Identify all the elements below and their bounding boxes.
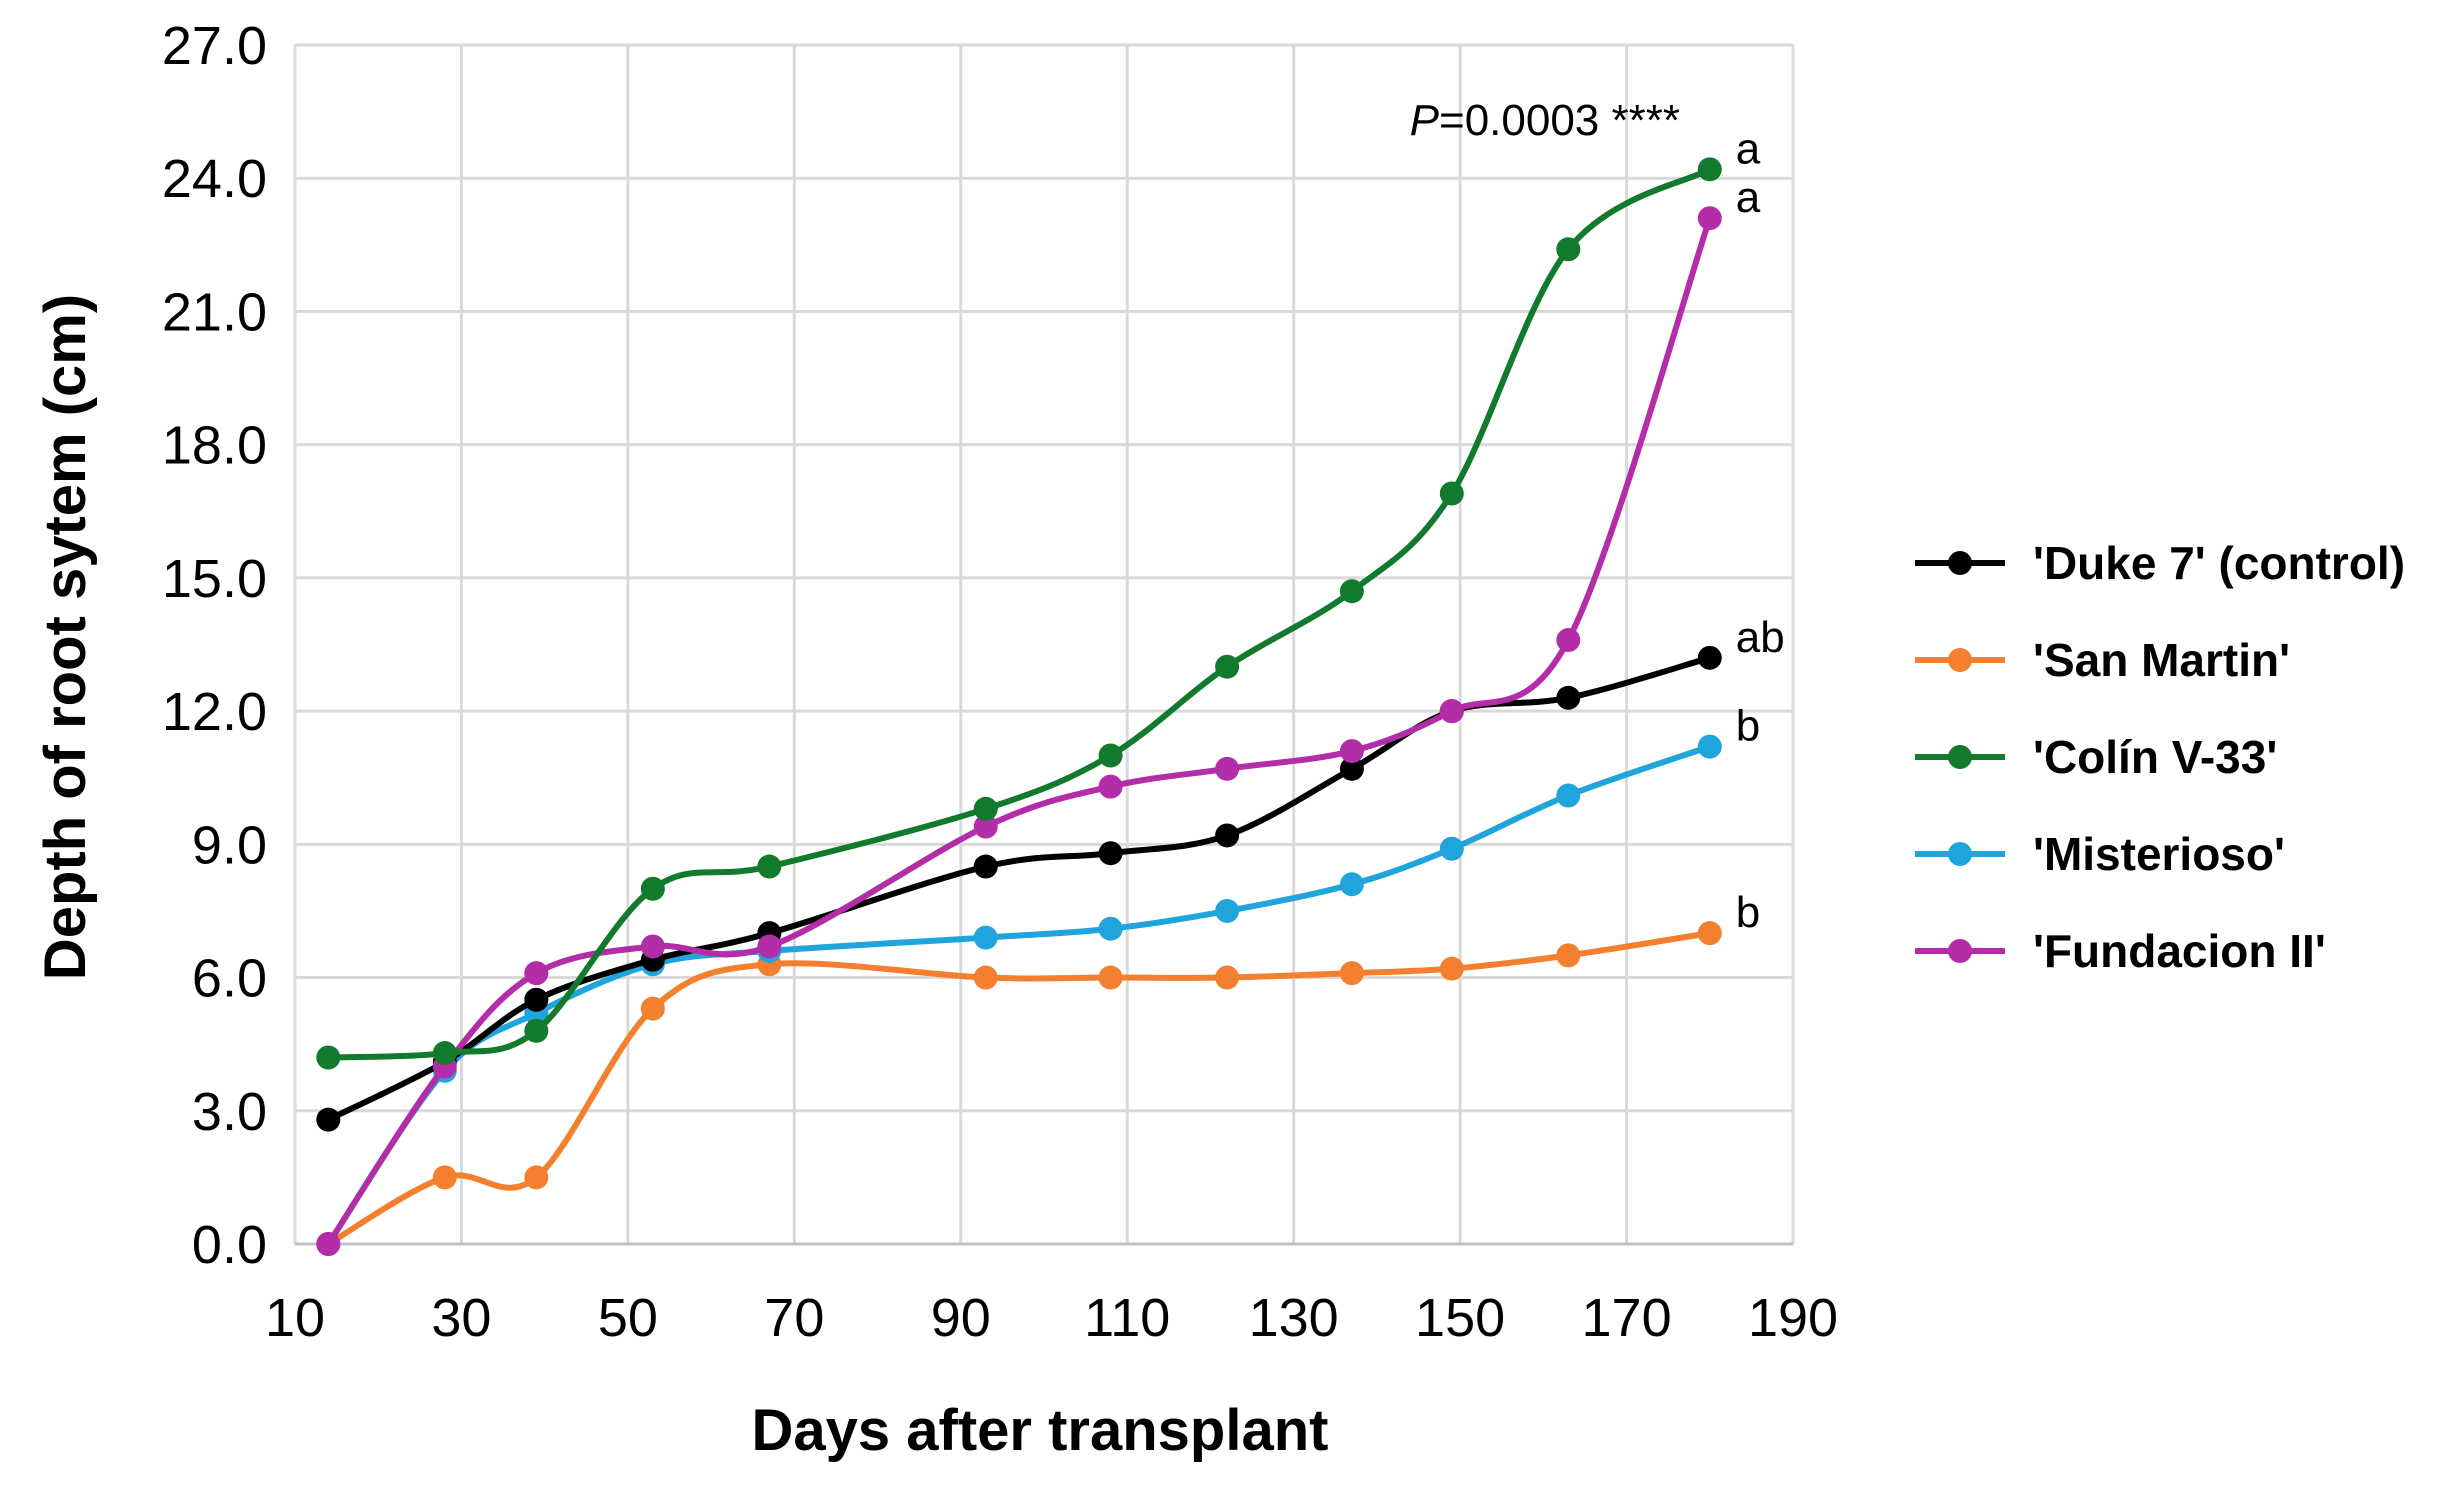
legend-label: 'Duke 7' (control): [2033, 537, 2405, 589]
series-line: [326, 654, 1711, 1123]
data-point: [316, 1107, 341, 1132]
data-point: [1556, 685, 1581, 710]
y-axis-title: Depth of root sytem (cm): [33, 294, 98, 980]
x-tick-label: 70: [764, 1288, 824, 1348]
legend-marker: [1948, 551, 1972, 575]
data-point: [1556, 628, 1581, 653]
legend-marker: [1948, 745, 1972, 769]
data-point: [1215, 756, 1240, 781]
data-point: [1215, 898, 1240, 923]
legend-label: 'Colín V-33': [2033, 731, 2277, 783]
series-line: [325, 743, 1711, 1246]
legend-marker: [1948, 842, 1972, 866]
data-point: [524, 961, 549, 986]
data-point: [1439, 956, 1464, 981]
data-point: [432, 1041, 457, 1066]
x-tick-label: 190: [1748, 1288, 1838, 1348]
data-point: [640, 934, 665, 959]
data-point: [1697, 157, 1722, 182]
y-tick-label: 3.0: [192, 1082, 267, 1142]
y-tick-label: 18.0: [162, 416, 267, 476]
x-tick-label: 130: [1249, 1288, 1339, 1348]
series-group: [316, 157, 1722, 1256]
data-point: [1697, 734, 1722, 759]
x-tick-label: 110: [1084, 1288, 1170, 1348]
data-point: [1098, 965, 1123, 990]
y-tick-label: 24.0: [162, 149, 267, 209]
y-tick-label: 21.0: [162, 282, 267, 342]
significance-letter: b: [1736, 888, 1760, 937]
data-point: [1215, 965, 1240, 990]
data-point: [973, 854, 998, 879]
data-point: [1556, 943, 1581, 968]
significance-letter: ab: [1736, 613, 1785, 662]
legend: 'Duke 7' (control) 'San Martin' 'Colín V-3…: [1915, 537, 2405, 977]
data-point: [524, 987, 549, 1012]
data-point: [973, 814, 998, 839]
x-tick-label: 50: [598, 1288, 658, 1348]
data-point: [757, 854, 782, 879]
data-point: [1556, 783, 1581, 808]
data-point: [973, 925, 998, 950]
data-point: [1439, 836, 1464, 861]
p-value-annotation: P=0.0003 ****: [1410, 96, 1680, 145]
data-point: [1339, 756, 1364, 781]
data-point: [1439, 481, 1464, 506]
data-point: [1215, 654, 1240, 679]
x-tick-label: 30: [431, 1288, 491, 1348]
y-tick-label: 27.0: [162, 16, 267, 76]
data-point: [1098, 916, 1123, 941]
significance-letter: b: [1736, 702, 1760, 751]
legend-label: 'San Martin': [2033, 634, 2290, 686]
data-point: [524, 1165, 549, 1190]
y-tick-label: 0.0: [192, 1215, 267, 1275]
data-point: [316, 1045, 341, 1070]
series-line: [325, 217, 1713, 1246]
data-point: [1215, 823, 1240, 848]
data-point: [1339, 961, 1364, 986]
y-tick-label: 12.0: [162, 682, 267, 742]
legend-marker: [1948, 939, 1972, 963]
data-point: [1098, 774, 1123, 799]
y-tick-label: 6.0: [192, 949, 267, 1009]
x-tick-label: 170: [1582, 1288, 1672, 1348]
p-rest: =0.0003 ****: [1439, 96, 1680, 145]
data-point: [973, 796, 998, 821]
data-point: [1697, 206, 1722, 231]
y-tick-label: 9.0: [192, 815, 267, 875]
data-point: [640, 876, 665, 901]
data-point: [973, 965, 998, 990]
data-point: [1098, 841, 1123, 866]
x-tick-label: 10: [265, 1288, 325, 1348]
legend-label: 'Fundacion II': [2033, 925, 2326, 977]
data-point: [1339, 739, 1364, 764]
data-point: [1556, 237, 1581, 262]
data-point: [316, 1232, 341, 1256]
legend-label: 'Misterioso': [2033, 828, 2285, 880]
legend-marker: [1948, 648, 1972, 672]
significance-letter: a: [1736, 173, 1761, 222]
data-point: [1339, 872, 1364, 897]
data-point: [1697, 921, 1722, 946]
x-tick-label: 90: [931, 1288, 991, 1348]
y-tick-label: 15.0: [162, 549, 267, 609]
data-point: [640, 996, 665, 1021]
data-point: [1098, 743, 1123, 768]
data-point: [1339, 579, 1364, 604]
x-axis-title: Days after transplant: [752, 1398, 1329, 1463]
data-point: [524, 1018, 549, 1043]
tick-labels: 10 30 50 70 90 110 130 150 170 190 0.0 3.0 6.0 9.0 12.…: [162, 16, 1838, 1348]
data-point: [1439, 699, 1464, 724]
data-point: [432, 1165, 457, 1190]
x-tick-label: 150: [1415, 1288, 1505, 1348]
p-italic: P: [1410, 96, 1440, 145]
series-line: [328, 166, 1712, 1061]
significance-letter: a: [1736, 124, 1761, 173]
data-point: [757, 934, 782, 959]
data-point: [1697, 645, 1722, 670]
